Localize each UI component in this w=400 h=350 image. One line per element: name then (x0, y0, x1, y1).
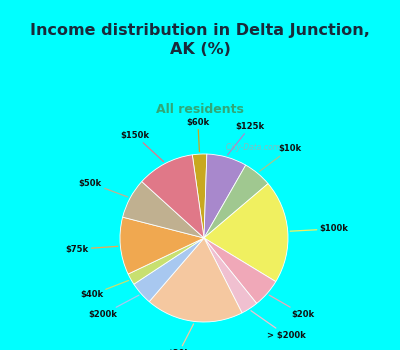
Text: $40k: $40k (80, 280, 129, 299)
Text: $75k: $75k (66, 245, 118, 254)
Text: $60k: $60k (186, 118, 210, 152)
Wedge shape (149, 238, 242, 322)
Text: $10k: $10k (259, 144, 301, 172)
Wedge shape (204, 165, 268, 238)
Text: $100k: $100k (290, 224, 348, 233)
Wedge shape (204, 154, 246, 238)
Wedge shape (204, 238, 257, 313)
Wedge shape (192, 154, 207, 238)
Text: Income distribution in Delta Junction,
AK (%): Income distribution in Delta Junction, A… (30, 23, 370, 57)
Text: $30k: $30k (167, 324, 194, 350)
Text: $50k: $50k (79, 178, 128, 197)
Wedge shape (128, 238, 204, 284)
Wedge shape (204, 238, 276, 303)
Text: $125k: $125k (228, 122, 265, 155)
Wedge shape (204, 184, 288, 282)
Text: $150k: $150k (121, 131, 164, 162)
Text: $200k: $200k (88, 295, 139, 319)
Wedge shape (123, 182, 204, 238)
Text: All residents: All residents (156, 103, 244, 116)
Text: $20k: $20k (269, 295, 314, 319)
Text: City-Data.com: City-Data.com (221, 143, 280, 152)
Text: > $200k: > $200k (251, 311, 306, 340)
Wedge shape (134, 238, 204, 302)
Wedge shape (120, 217, 204, 274)
Wedge shape (142, 155, 204, 238)
